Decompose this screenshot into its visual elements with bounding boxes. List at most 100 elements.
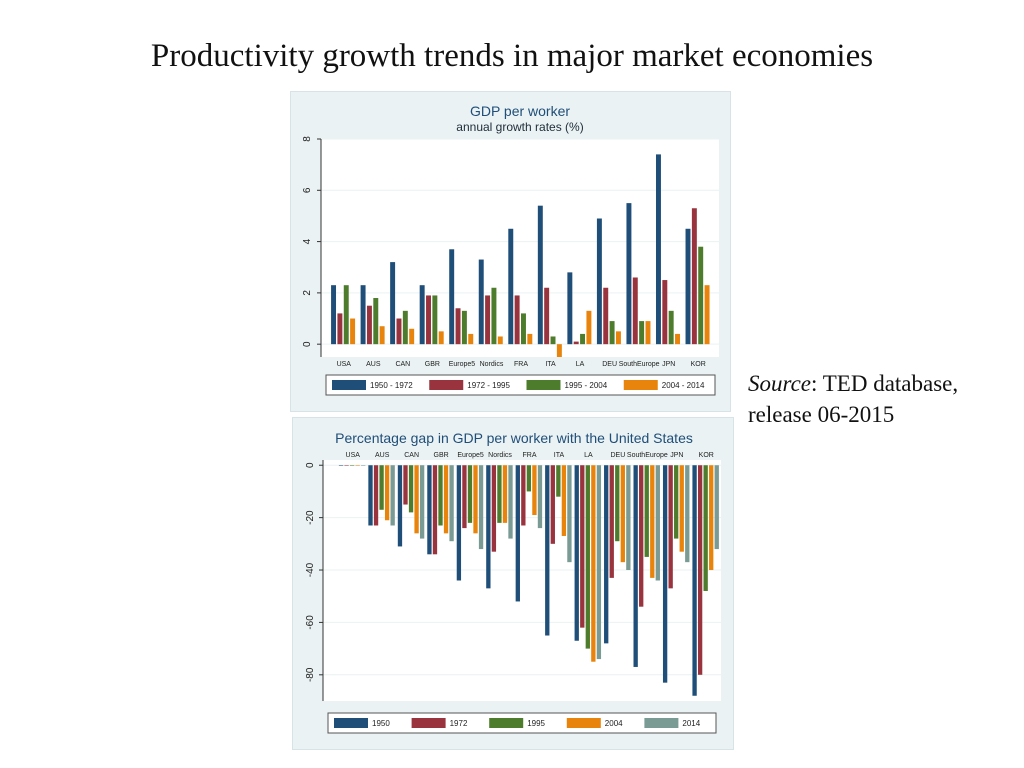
growth-bar-usa-1950-1972 bbox=[331, 285, 337, 345]
growth-bar-southeurope-1950-1972 bbox=[626, 203, 632, 345]
source-note: Source: TED database, release 06-2015 bbox=[748, 368, 958, 430]
growth-legend-label: 1995 - 2004 bbox=[565, 381, 608, 390]
growth-ytick-label: 8 bbox=[302, 136, 313, 142]
gap-category-label: USA bbox=[346, 452, 361, 459]
source-label: Source bbox=[748, 371, 812, 396]
gap-bar-nordics-1972 bbox=[491, 465, 497, 552]
growth-category-label: ITA bbox=[545, 361, 556, 368]
gap-bar-can-1995 bbox=[408, 465, 414, 513]
source-text: : TED database, bbox=[811, 371, 959, 396]
gap-bar-kor-2014 bbox=[714, 465, 719, 550]
gap-legend-swatch-1950 bbox=[334, 718, 368, 728]
growth-category-label: AUS bbox=[366, 361, 381, 368]
growth-ytick-label: 4 bbox=[302, 238, 313, 244]
growth-bar-deu-1972-1995 bbox=[603, 287, 609, 345]
gap-category-label: ITA bbox=[554, 452, 565, 459]
growth-category-label: KOR bbox=[691, 361, 706, 368]
growth-bar-aus-1972-1995 bbox=[366, 305, 372, 345]
gap-ytick-label: -60 bbox=[305, 615, 316, 630]
growth-subtitle: annual growth rates (%) bbox=[456, 120, 583, 134]
gap-category-label: JPN bbox=[670, 452, 683, 459]
growth-bar-jpn-2004-2014 bbox=[675, 333, 680, 345]
gap-bar-usa-1995 bbox=[349, 465, 355, 466]
growth-bar-kor-1950-1972 bbox=[685, 228, 691, 345]
growth-bar-southeurope-1972-1995 bbox=[632, 277, 638, 345]
growth-bar-aus-2004-2014 bbox=[379, 326, 385, 345]
gap-bar-southeurope-1995 bbox=[644, 465, 649, 557]
gap-bar-europe5-1950 bbox=[456, 465, 462, 581]
gap-bar-fra-2004 bbox=[532, 465, 537, 516]
gap-bar-la-1972 bbox=[580, 465, 585, 628]
gap-bar-ita-1972 bbox=[550, 465, 555, 544]
growth-bar-kor-1972-1995 bbox=[691, 208, 697, 345]
growth-bar-usa-1995-2004 bbox=[343, 285, 349, 345]
gap-bar-deu-1995 bbox=[615, 465, 620, 542]
gap-bar-aus-1995 bbox=[379, 465, 384, 510]
gap-bar-aus-1950 bbox=[368, 465, 373, 526]
gap-bar-europe5-2014 bbox=[478, 465, 484, 550]
growth-bar-la-1972-1995 bbox=[573, 341, 579, 345]
gap-legend-swatch-1972 bbox=[411, 718, 446, 728]
gap-category-label: CAN bbox=[404, 452, 419, 459]
gap-legend-label: 2014 bbox=[682, 719, 700, 728]
growth-legend-label: 2004 - 2014 bbox=[662, 381, 705, 390]
growth-bar-fra-1950-1972 bbox=[508, 228, 514, 345]
gap-bar-aus-1972 bbox=[373, 465, 379, 526]
gap-legend-label: 2004 bbox=[605, 719, 623, 728]
growth-bar-ita-1972-1995 bbox=[544, 287, 550, 345]
growth-category-label: USA bbox=[337, 361, 352, 368]
growth-category-label: Europe5 bbox=[449, 361, 476, 368]
gap-bar-can-1950 bbox=[397, 465, 403, 547]
gap-bar-jpn-1995 bbox=[674, 465, 679, 539]
growth-bar-deu-1950-1972 bbox=[596, 218, 602, 345]
growth-bar-kor-2004-2014 bbox=[704, 285, 710, 345]
slide-title: Productivity growth trends in major mark… bbox=[150, 38, 874, 74]
gap-legend-label: 1995 bbox=[527, 719, 545, 728]
gap-bar-gbr-1972 bbox=[432, 465, 438, 555]
gap-bar-la-2014 bbox=[596, 465, 602, 660]
growth-bar-deu-1995-2004 bbox=[609, 321, 615, 345]
growth-bar-aus-1995-2004 bbox=[373, 298, 379, 345]
gap-ytick-label: -20 bbox=[305, 510, 316, 525]
gap-legend-swatch-1995 bbox=[489, 718, 524, 728]
gap-ytick-label: 0 bbox=[305, 462, 316, 468]
gap-bar-usa-2004 bbox=[355, 465, 360, 466]
growth-bar-ita-1995-2004 bbox=[550, 336, 556, 345]
gap-bar-jpn-1972 bbox=[668, 465, 673, 589]
growth-bar-ita-1950-1972 bbox=[537, 205, 543, 345]
growth-legend-label: 1972 - 1995 bbox=[467, 381, 510, 390]
growth-bar-southeurope-1995-2004 bbox=[639, 321, 645, 345]
gap-bar-southeurope-1950 bbox=[633, 465, 638, 667]
growth-ytick-label: 0 bbox=[302, 341, 313, 347]
growth-bar-gbr-1972-1995 bbox=[426, 295, 431, 345]
growth-bar-europe5-2004-2014 bbox=[468, 333, 474, 345]
growth-legend-swatch-1972-1995 bbox=[429, 380, 464, 390]
growth-bar-can-1950-1972 bbox=[390, 262, 396, 345]
growth-bar-can-1972-1995 bbox=[396, 318, 402, 345]
growth-bar-fra-1972-1995 bbox=[514, 295, 520, 345]
gap-bar-deu-1950 bbox=[604, 465, 609, 644]
growth-bar-la-2004-2014 bbox=[586, 310, 592, 345]
growth-bar-aus-1950-1972 bbox=[360, 285, 366, 345]
gap-category-label: KOR bbox=[699, 452, 714, 459]
gap-category-label: GBR bbox=[434, 452, 449, 459]
growth-bar-europe5-1995-2004 bbox=[461, 310, 467, 345]
gap-bar-gbr-1995 bbox=[438, 465, 443, 526]
gap-bar-southeurope-1972 bbox=[639, 465, 644, 607]
gap-bar-ita-1995 bbox=[556, 465, 561, 497]
growth-category-label: DEU bbox=[602, 361, 617, 368]
gap-bar-deu-1972 bbox=[609, 465, 614, 578]
gap-bar-fra-1995 bbox=[526, 465, 532, 492]
gap-bar-fra-1972 bbox=[521, 465, 526, 526]
growth-category-label: FRA bbox=[514, 361, 528, 368]
gap-category-label: AUS bbox=[375, 452, 390, 459]
growth-category-label: LA bbox=[576, 361, 585, 368]
growth-chart-panel: GDP per worker annual growth rates (%) 0 2 4… bbox=[290, 91, 731, 412]
growth-bar-can-2004-2014 bbox=[409, 328, 415, 345]
gap-bar-gbr-1950 bbox=[427, 465, 432, 555]
gap-bar-aus-2014 bbox=[390, 465, 395, 526]
gap-bar-kor-2004 bbox=[709, 465, 714, 571]
growth-bar-la-1950-1972 bbox=[567, 272, 573, 345]
gap-bar-gbr-2004 bbox=[443, 465, 449, 534]
gap-bar-la-1995 bbox=[585, 465, 590, 649]
